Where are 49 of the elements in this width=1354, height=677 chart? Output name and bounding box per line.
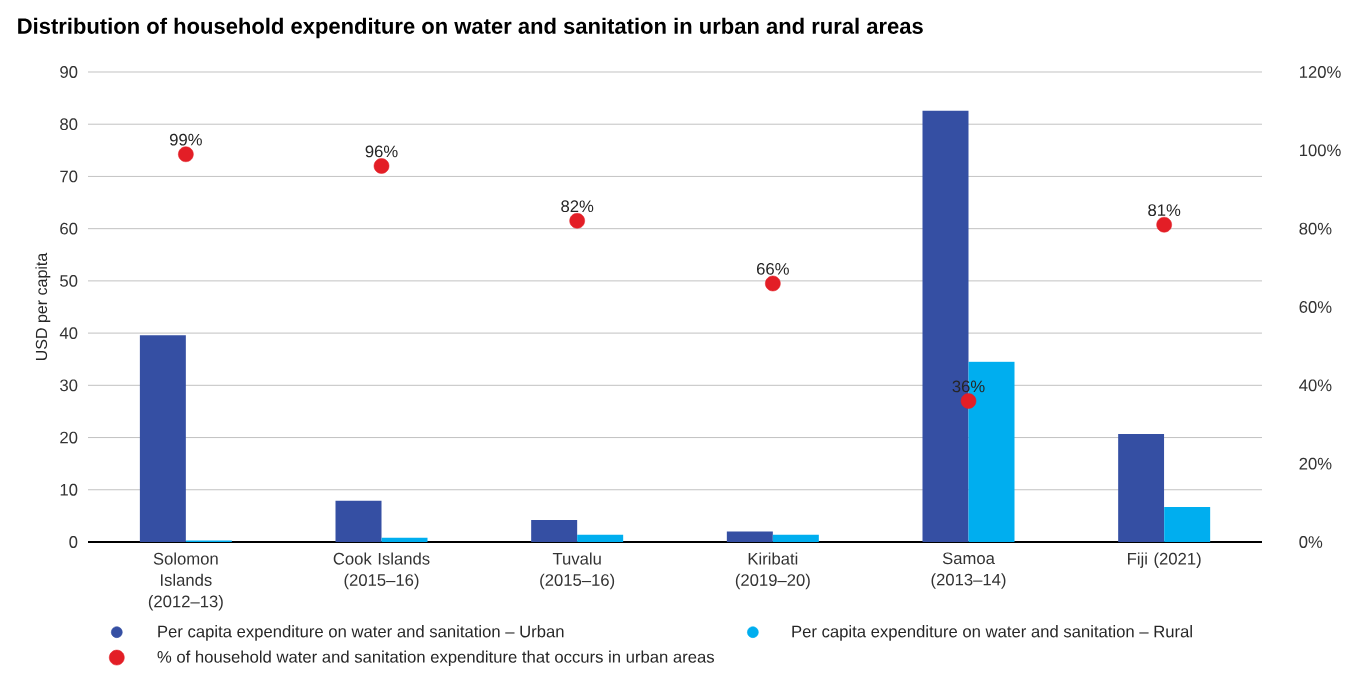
point	[178, 146, 194, 162]
data-label: 99%	[169, 133, 202, 146]
bar	[1164, 506, 1211, 542]
data-label: 66%	[757, 262, 789, 275]
y2-tick-label: 20%	[1299, 457, 1332, 470]
y-tick-label: 30	[60, 379, 78, 392]
bar	[726, 531, 773, 542]
x-tick-label: Kiribati (2019–20)	[735, 552, 810, 590]
chart-title: Distribution of household expenditure on water and sanitation in urban and rural areas	[18, 17, 923, 39]
point	[1156, 216, 1172, 233]
data-label: 36%	[952, 380, 985, 393]
point	[569, 213, 585, 229]
bar	[139, 335, 186, 542]
y2-tick-label: 80%	[1299, 222, 1332, 235]
bar	[772, 534, 819, 542]
bar	[1118, 433, 1165, 542]
data-label: 82%	[561, 200, 594, 213]
x-tick-label: Fiji (2021)	[1128, 552, 1201, 568]
data-label: 81%	[1148, 204, 1181, 217]
bar	[531, 520, 578, 542]
x-tick-label: Samoa (2013–14)	[931, 552, 1006, 589]
y-tick-label: 20	[60, 431, 78, 444]
data-label: 96%	[365, 145, 398, 158]
y2-tick-label: 0%	[1299, 536, 1323, 548]
y2-tick-label: 60%	[1299, 301, 1332, 313]
point	[960, 393, 977, 409]
bar	[335, 500, 382, 542]
y2-tick-label: 120%	[1299, 66, 1341, 78]
y2-tick-label: 40%	[1299, 379, 1332, 392]
y-tick-label: 90	[60, 66, 78, 78]
y-axis-title: USD per capita	[35, 252, 51, 360]
y-tick-label: 70	[60, 170, 78, 183]
y2-tick-label: 100%	[1299, 144, 1341, 157]
legend-label: % of household water and sanitation expenditure that occurs in urban areas	[157, 650, 715, 667]
y-tick-label: 0	[69, 536, 78, 548]
y-tick-label: 60	[60, 222, 78, 235]
bar	[577, 534, 624, 542]
x-tick-label: Solomon Islands (2012–13)	[148, 552, 223, 611]
point	[373, 158, 390, 174]
x-tick-label: Cook Islands (2015–16)	[333, 552, 430, 590]
bar	[381, 537, 428, 542]
y-tick-label: 80	[60, 118, 78, 131]
y-tick-label: 10	[60, 483, 78, 496]
y-tick-label: 40	[59, 327, 78, 339]
x-tick-label: Tuvalu (2015–16)	[540, 552, 615, 590]
point	[765, 275, 781, 292]
legend-label: Per capita expenditure on water and sanitation – Urban	[158, 625, 564, 641]
y-tick-label: 50	[60, 274, 78, 287]
legend-label: Per capita expenditure on water and sanitation – Rural	[792, 625, 1192, 641]
